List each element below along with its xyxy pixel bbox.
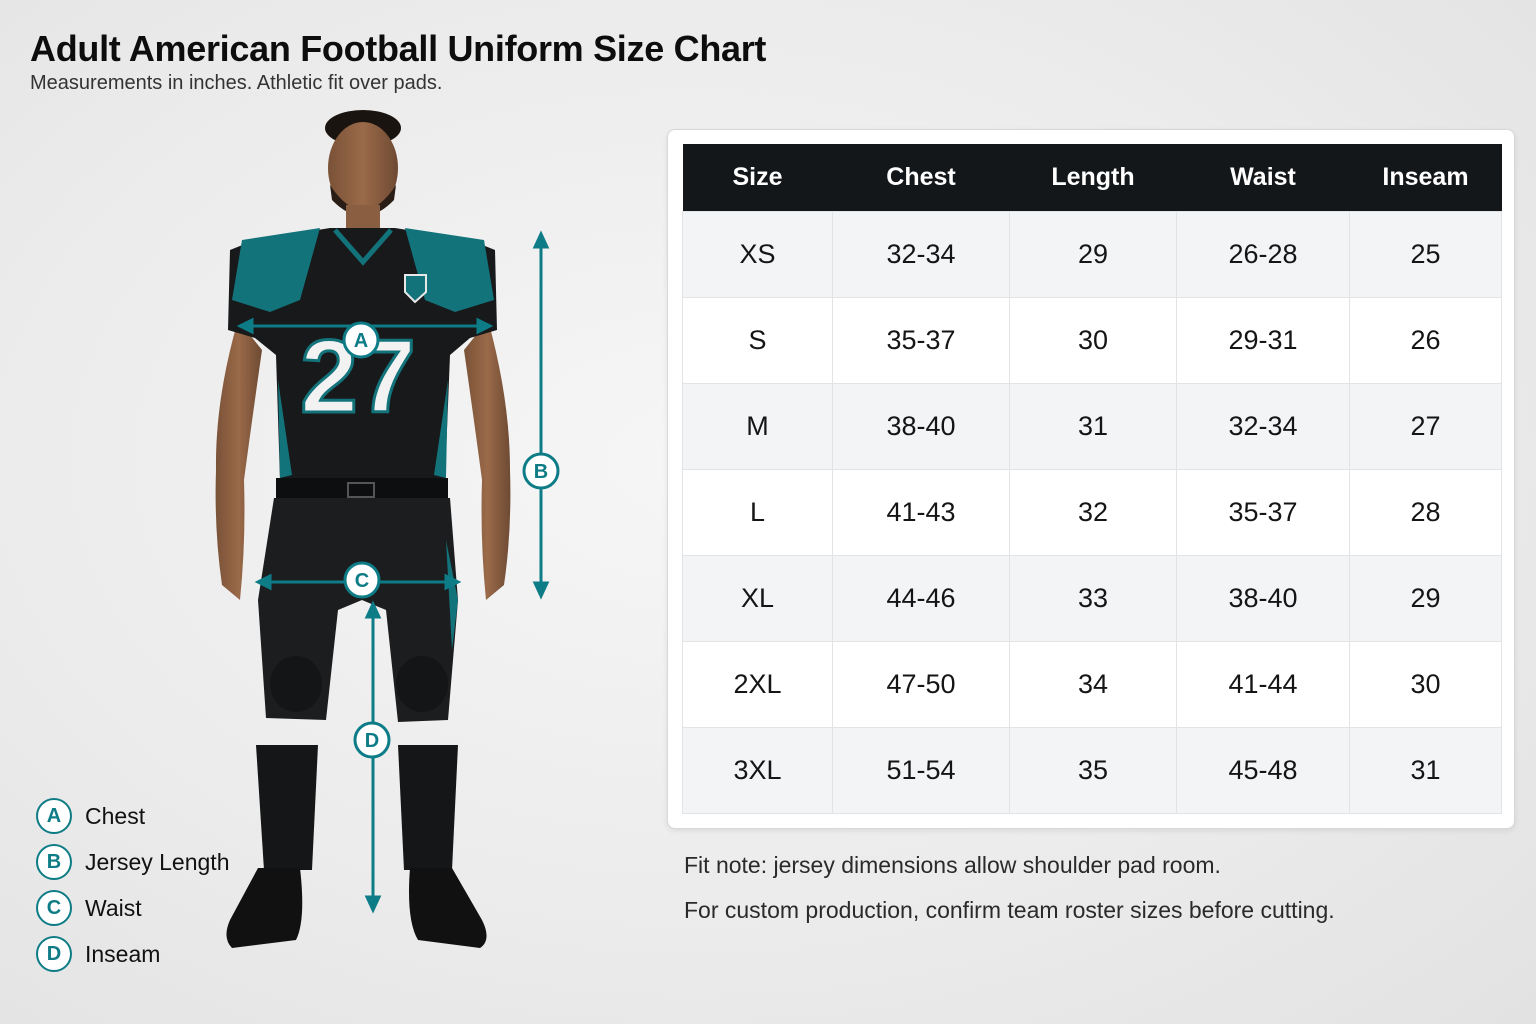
header-size: Size	[682, 144, 833, 211]
cell-chest: 51-54	[832, 726, 1010, 814]
cell-chest: 32-34	[832, 210, 1010, 298]
cell-inseam: 25	[1349, 210, 1502, 298]
cell-waist: 32-34	[1176, 382, 1350, 470]
table-row: XL 44-46 33 38-40 29	[682, 554, 1502, 642]
header-inseam: Inseam	[1349, 144, 1502, 211]
page-subtitle: Measurements in inches. Athletic fit ove…	[30, 72, 443, 94]
cell-waist: 38-40	[1176, 554, 1350, 642]
production-note: For custom production, confirm team rost…	[684, 897, 1335, 923]
header-waist: Waist	[1176, 144, 1350, 211]
legend-label: Waist	[85, 894, 142, 921]
table-row: XS 32-34 29 26-28 25	[682, 210, 1502, 298]
size-table: Size Chest Length Waist Inseam XS 32-34 …	[682, 144, 1502, 814]
svg-text:D: D	[365, 730, 379, 752]
cell-chest: 41-43	[832, 468, 1010, 556]
legend-item-jersey-length: B Jersey Length	[36, 839, 229, 885]
cell-chest: 47-50	[832, 640, 1010, 728]
marker-d: D	[353, 721, 391, 759]
svg-text:C: C	[355, 570, 369, 592]
cell-length: 32	[1009, 468, 1177, 556]
header-length: Length	[1009, 144, 1177, 211]
svg-text:B: B	[534, 461, 548, 483]
legend-badge: B	[36, 844, 72, 880]
measurement-legend: A Chest B Jersey Length C Waist D Inseam	[36, 793, 229, 977]
cell-waist: 26-28	[1176, 210, 1350, 298]
legend-badge: A	[36, 798, 72, 834]
player-figure: 27 A B C	[215, 110, 560, 948]
table-row: M 38-40 31 32-34 27	[682, 382, 1502, 470]
cell-waist: 29-31	[1176, 296, 1350, 384]
legend-label: Chest	[85, 802, 146, 829]
marker-c: C	[343, 561, 381, 599]
fit-note: Fit note: jersey dimensions allow should…	[684, 852, 1221, 878]
cell-inseam: 31	[1349, 726, 1502, 814]
cell-length: 30	[1009, 296, 1177, 384]
legend-label: Jersey Length	[85, 848, 230, 875]
player-socks-cleats	[226, 745, 487, 948]
legend-badge: C	[36, 890, 72, 926]
cell-inseam: 26	[1349, 296, 1502, 384]
legend-label: Inseam	[85, 940, 161, 967]
cell-waist: 45-48	[1176, 726, 1350, 814]
player-pants	[258, 478, 458, 722]
legend-item-inseam: D Inseam	[36, 931, 229, 977]
cell-inseam: 30	[1349, 640, 1502, 728]
cell-chest: 38-40	[832, 382, 1010, 470]
cell-length: 35	[1009, 726, 1177, 814]
cell-size: S	[682, 296, 833, 384]
cell-waist: 35-37	[1176, 468, 1350, 556]
cell-inseam: 27	[1349, 382, 1502, 470]
legend-badge: D	[36, 936, 72, 972]
cell-size: XL	[682, 554, 833, 642]
marker-b: B	[522, 452, 560, 490]
player-arms	[215, 320, 511, 600]
legend-item-chest: A Chest	[36, 793, 229, 839]
cell-waist: 41-44	[1176, 640, 1350, 728]
table-row: L 41-43 32 35-37 28	[682, 468, 1502, 556]
table-header-row: Size Chest Length Waist Inseam	[682, 144, 1502, 211]
cell-inseam: 29	[1349, 554, 1502, 642]
page-title: Adult American Football Uniform Size Cha…	[30, 28, 767, 69]
cell-size: M	[682, 382, 833, 470]
shield-logo-icon	[404, 274, 427, 304]
cell-size: 3XL	[682, 726, 833, 814]
svg-text:A: A	[354, 330, 368, 352]
header-chest: Chest	[832, 144, 1010, 211]
cell-length: 34	[1009, 640, 1177, 728]
cell-length: 33	[1009, 554, 1177, 642]
cell-size: 2XL	[682, 640, 833, 728]
cell-chest: 44-46	[832, 554, 1010, 642]
cell-size: XS	[682, 210, 833, 298]
table-row: 2XL 47-50 34 41-44 30	[682, 640, 1502, 728]
cell-length: 31	[1009, 382, 1177, 470]
cell-chest: 35-37	[832, 296, 1010, 384]
cell-inseam: 28	[1349, 468, 1502, 556]
table-row: 3XL 51-54 35 45-48 31	[682, 726, 1502, 814]
table-row: S 35-37 30 29-31 26	[682, 296, 1502, 384]
player-head	[325, 110, 401, 235]
cell-length: 29	[1009, 210, 1177, 298]
marker-a: A	[342, 321, 380, 359]
legend-item-waist: C Waist	[36, 885, 229, 931]
cell-size: L	[682, 468, 833, 556]
size-table-card: Size Chest Length Waist Inseam XS 32-34 …	[667, 129, 1515, 829]
